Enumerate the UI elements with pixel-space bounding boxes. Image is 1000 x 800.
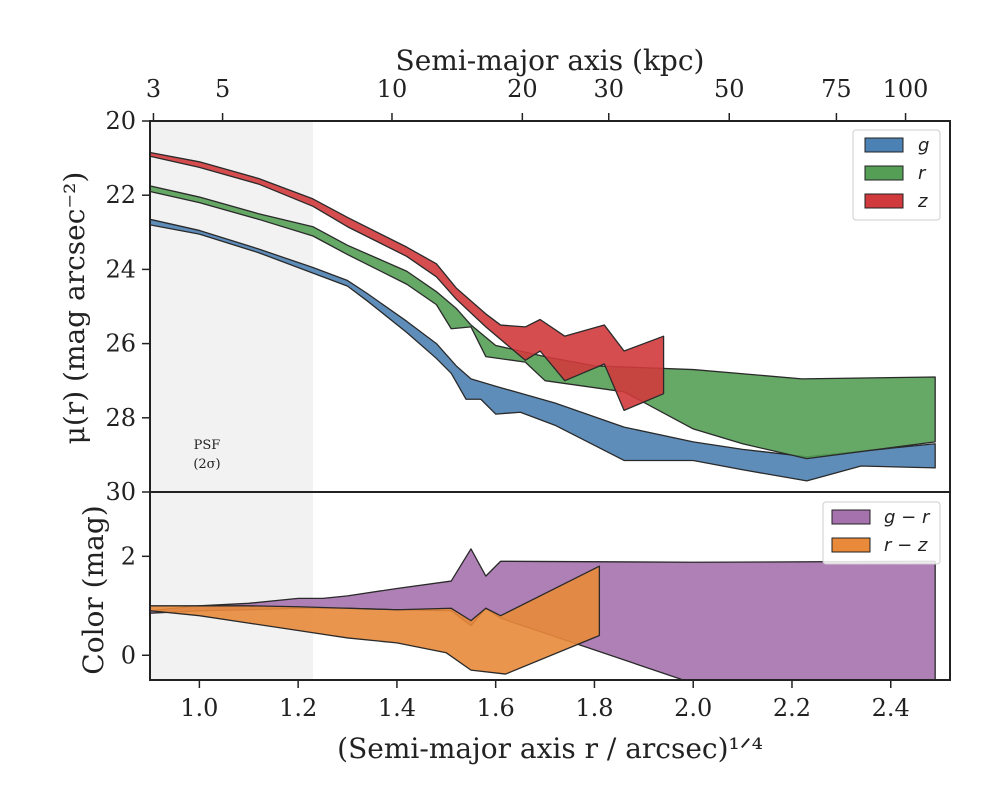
top-x-tick-label-75: 75 bbox=[821, 75, 852, 103]
legend-label-g: g bbox=[918, 135, 929, 156]
x-tick-label-1.0: 1.0 bbox=[180, 694, 218, 722]
psf-label-line2: (2σ) bbox=[193, 457, 220, 472]
sb-band-r bbox=[149, 185, 936, 460]
y-tick-label-22: 22 bbox=[105, 181, 136, 209]
x-tick-label-1.2: 1.2 bbox=[279, 694, 317, 722]
y-tick-label-20: 20 bbox=[105, 107, 136, 135]
top-x-tick-label-3: 3 bbox=[146, 75, 161, 103]
x-tick-label-2.4: 2.4 bbox=[872, 694, 910, 722]
legend-label-r: r bbox=[918, 163, 927, 184]
color-y-tick-label-2: 2 bbox=[121, 542, 136, 570]
legend-label-r-z: r − z bbox=[884, 535, 928, 556]
x-tick-label-2.0: 2.0 bbox=[674, 694, 712, 722]
sb-band-g bbox=[149, 218, 936, 482]
top-legend: g r z bbox=[852, 129, 941, 221]
psf-shade-group bbox=[150, 121, 313, 680]
x-tick-label-1.4: 1.4 bbox=[378, 694, 416, 722]
psf-shade-top bbox=[150, 121, 313, 492]
top-x-tick-label-5: 5 bbox=[215, 75, 230, 103]
y-tick-label-26: 26 bbox=[105, 330, 136, 358]
bottom-legend: g − r r − z bbox=[822, 501, 941, 565]
x-tick-label-2.2: 2.2 bbox=[773, 694, 811, 722]
legend-swatch-z bbox=[864, 193, 904, 209]
legend-label-g-r: g − r bbox=[884, 507, 931, 528]
top-x-axis-title: Semi-major axis (kpc) bbox=[396, 44, 705, 77]
top-x-tick-label-10: 10 bbox=[377, 75, 408, 103]
x-tick-label-1.6: 1.6 bbox=[477, 694, 515, 722]
x-tick-label-1.8: 1.8 bbox=[575, 694, 613, 722]
bottom-panel-frame bbox=[149, 491, 951, 681]
top-x-tick-label-50: 50 bbox=[714, 75, 745, 103]
bottom-y-axis-title: Color (mag) bbox=[77, 505, 110, 674]
y-tick-label-24: 24 bbox=[105, 255, 136, 283]
x-axis-title: (Semi-major axis r / arcsec)¹ᐟ⁴ bbox=[337, 732, 763, 765]
top-x-tick-label-20: 20 bbox=[507, 75, 538, 103]
axis-ticks: 1.0 1.2 1.4 1.6 1.8 2.0 2.2 2.43 5 10 20 30 50 75 1002… bbox=[105, 75, 928, 722]
legend-swatch-g-r bbox=[831, 509, 871, 525]
y-tick-label-30: 30 bbox=[105, 478, 136, 506]
surface-brightness-areas bbox=[149, 151, 936, 482]
psf-label-line1: PSF bbox=[194, 438, 221, 453]
legend-swatch-r-z bbox=[831, 537, 871, 553]
color-areas bbox=[149, 548, 936, 681]
legend-swatch-r bbox=[864, 165, 904, 181]
legend-swatch-g bbox=[864, 137, 904, 153]
color-band-rz bbox=[149, 565, 601, 675]
legend-label-z: z bbox=[917, 191, 928, 212]
y-tick-label-28: 28 bbox=[105, 404, 136, 432]
sb-band-z bbox=[149, 151, 665, 412]
top-x-tick-label-30: 30 bbox=[593, 75, 624, 103]
top-x-tick-label-100: 100 bbox=[883, 75, 929, 103]
psf-shade-bottom bbox=[150, 492, 313, 680]
top-y-axis-title: μ(r) (mag arcsec⁻²) bbox=[58, 172, 91, 445]
color-y-tick-label-0: 0 bbox=[121, 641, 136, 669]
